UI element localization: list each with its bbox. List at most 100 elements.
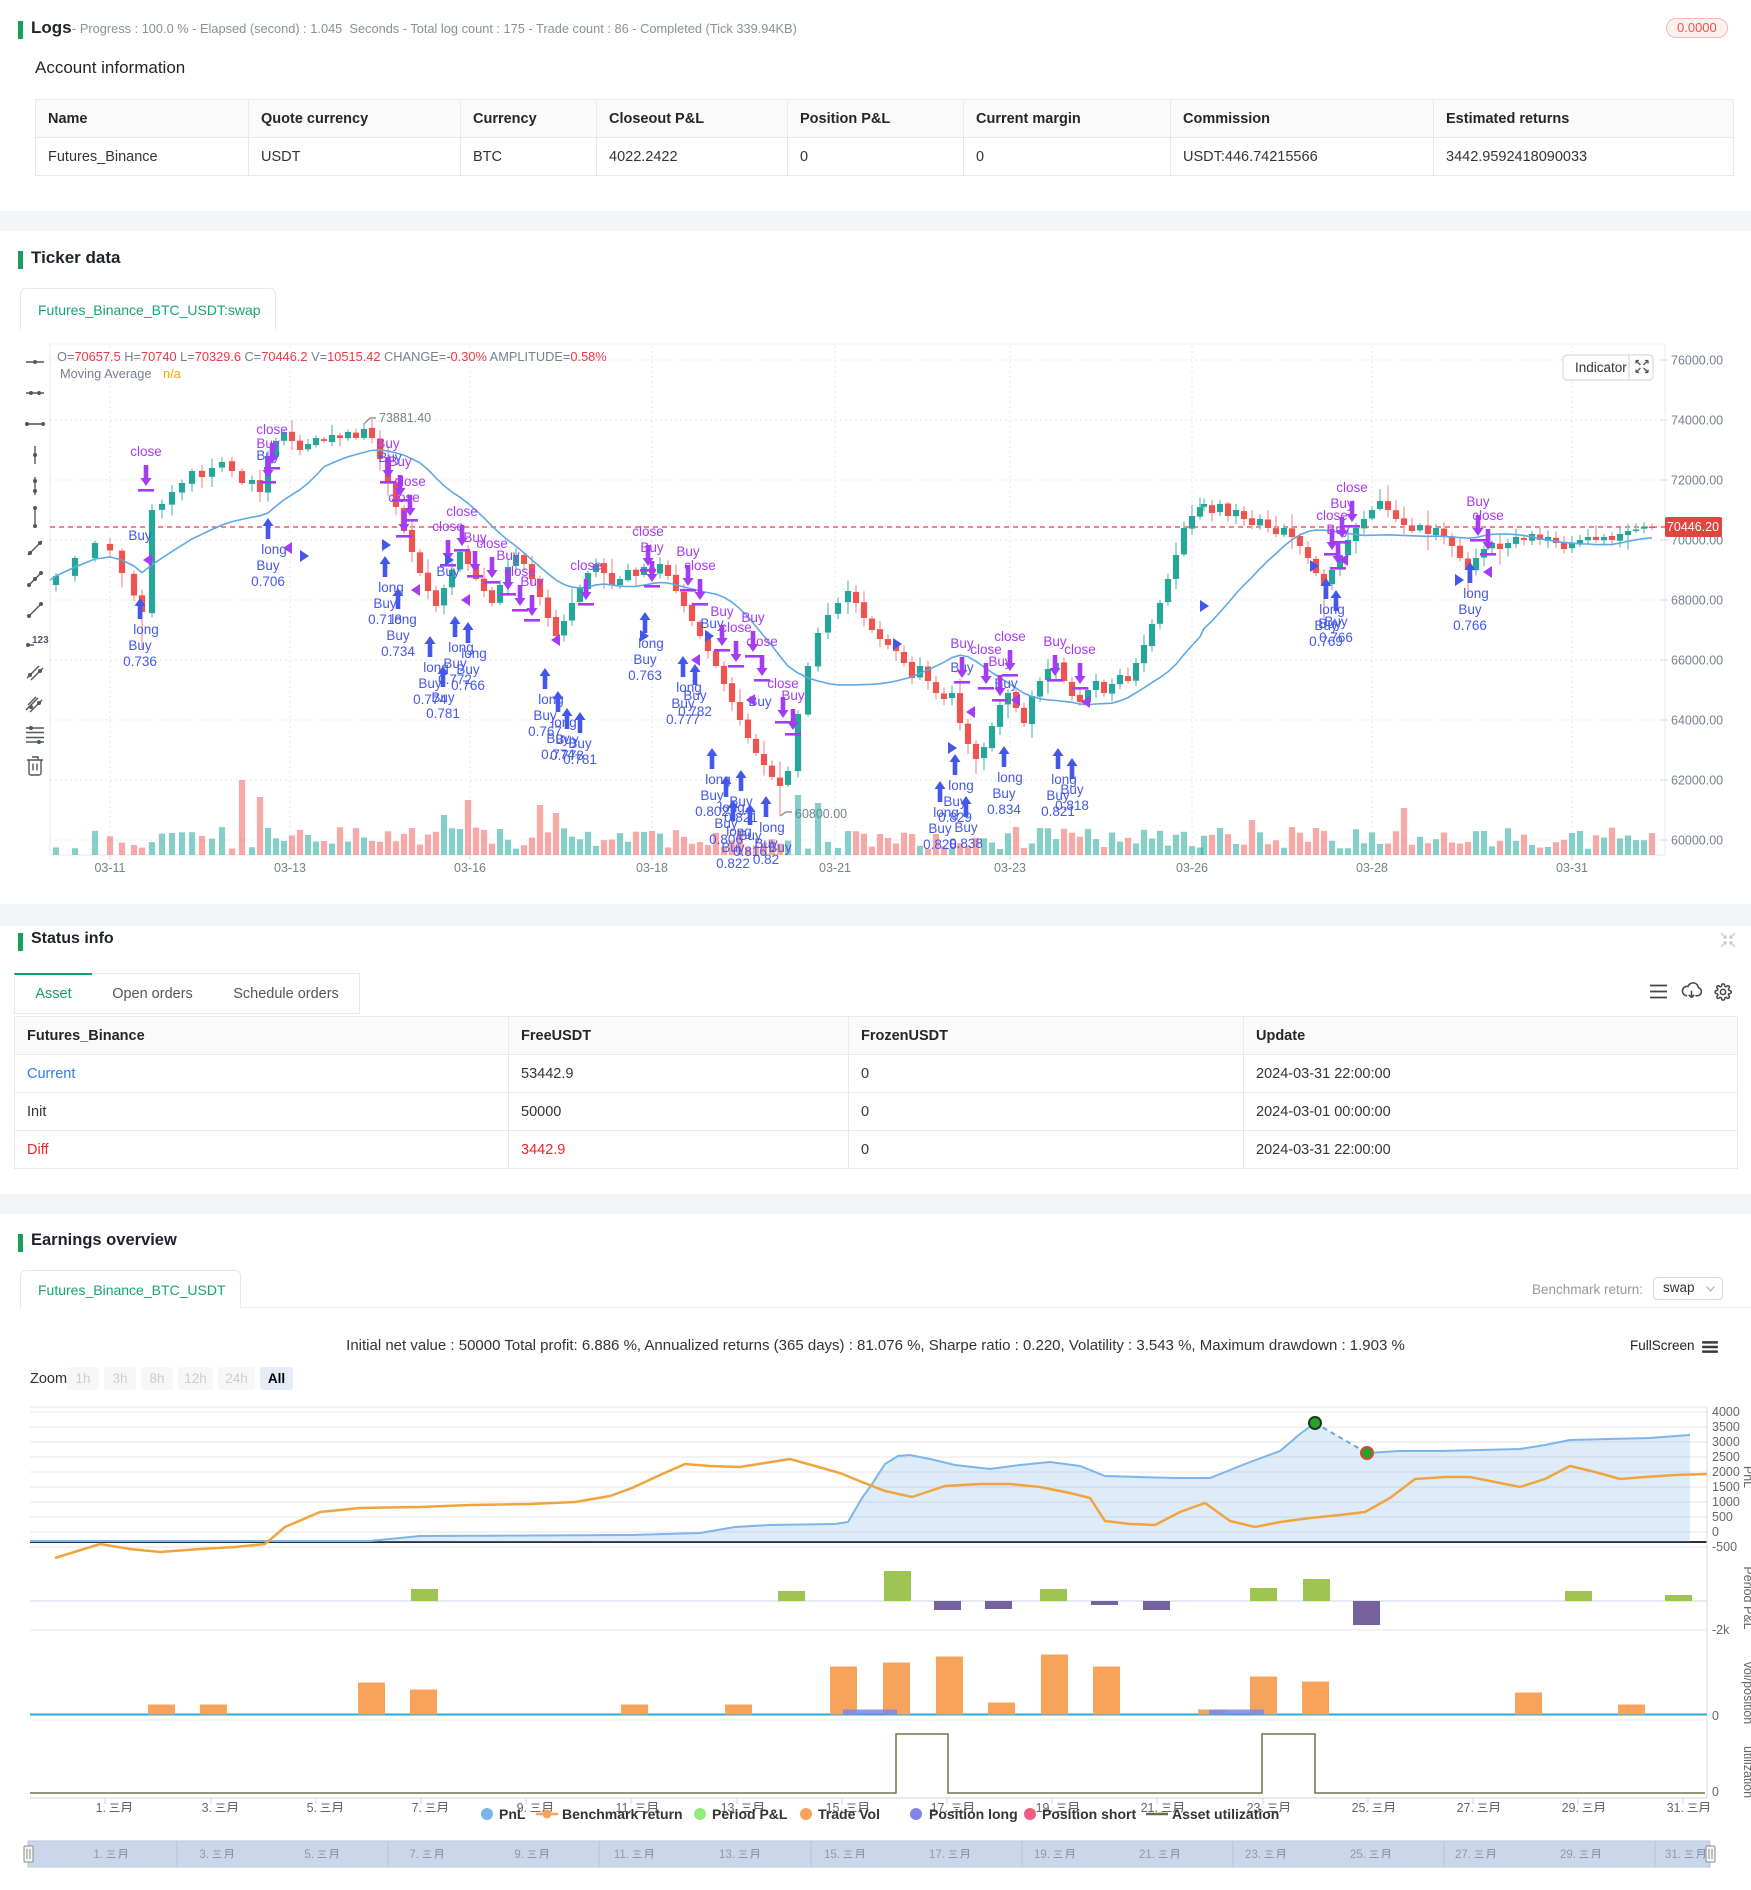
svg-text:Buy: Buy: [1324, 614, 1348, 629]
svg-text:29.: 29.: [1562, 1801, 1579, 1815]
svg-text:25.: 25.: [1352, 1801, 1369, 1815]
svg-text:19.: 19.: [1036, 1801, 1053, 1815]
svg-text:Position long: Position long: [929, 1806, 1018, 1822]
svg-text:0.763: 0.763: [628, 668, 662, 683]
svg-text:Buy: Buy: [671, 696, 695, 711]
svg-text:66000.00: 66000.00: [1671, 654, 1723, 668]
svg-text:Benchmark return: Benchmark return: [562, 1806, 683, 1822]
svg-text:0.766: 0.766: [1453, 618, 1487, 633]
svg-text:03-31: 03-31: [1556, 861, 1588, 875]
svg-text:Buy: Buy: [710, 604, 734, 619]
svg-text:03-18: 03-18: [636, 861, 668, 875]
svg-text:Buy: Buy: [943, 794, 967, 809]
svg-text:close: close: [1336, 480, 1368, 495]
svg-text:Buy: Buy: [1046, 788, 1070, 803]
svg-text:Period P&L: Period P&L: [712, 1806, 788, 1822]
svg-text:Period P&L: Period P&L: [1741, 1566, 1751, 1629]
svg-text:close: close: [476, 536, 508, 551]
svg-text:close: close: [767, 676, 799, 691]
svg-text:0: 0: [1712, 1709, 1719, 1723]
svg-text:0.766: 0.766: [1319, 630, 1353, 645]
svg-text:Buy: Buy: [373, 596, 397, 611]
svg-text:29.: 29.: [1560, 1849, 1576, 1861]
svg-text:Indicator: Indicator: [1575, 360, 1627, 375]
svg-text:0.777: 0.777: [666, 712, 700, 727]
svg-text:Buy: Buy: [520, 574, 544, 589]
svg-text:21.: 21.: [1141, 1801, 1158, 1815]
svg-text:Buy: Buy: [700, 616, 724, 631]
svg-text:0.778: 0.778: [550, 748, 584, 763]
svg-text:Buy: Buy: [555, 732, 579, 747]
svg-text:Buy: Buy: [1060, 782, 1084, 797]
svg-text:Buy: Buy: [463, 530, 487, 545]
svg-text:0.829: 0.829: [938, 810, 972, 825]
svg-text:utilization: utilization: [1741, 1746, 1751, 1798]
svg-text:03-28: 03-28: [1356, 861, 1388, 875]
svg-text:0.774: 0.774: [413, 692, 447, 707]
svg-text:long: long: [1463, 586, 1489, 601]
svg-text:68000.00: 68000.00: [1671, 594, 1723, 608]
svg-text:62000.00: 62000.00: [1671, 774, 1723, 788]
svg-text:1.: 1.: [93, 1849, 103, 1861]
svg-text:0.734: 0.734: [381, 644, 415, 659]
svg-text:close: close: [256, 422, 288, 437]
svg-text:03-11: 03-11: [94, 861, 125, 875]
svg-text:0.718: 0.718: [368, 612, 402, 627]
svg-text:close: close: [432, 519, 464, 534]
svg-text:5.: 5.: [307, 1801, 317, 1815]
svg-text:0.821: 0.821: [1041, 804, 1075, 819]
svg-text:Buy: Buy: [1326, 522, 1350, 537]
svg-text:7.: 7.: [412, 1801, 422, 1815]
svg-text:0.822: 0.822: [716, 856, 750, 871]
svg-text:O=70657.5 H=70740 L=70329.6 C=: O=70657.5 H=70740 L=70329.6 C=70446.2 V=…: [57, 349, 607, 364]
svg-text:close: close: [130, 444, 162, 459]
svg-text:76000.00: 76000.00: [1671, 354, 1723, 368]
svg-text:Buy: Buy: [738, 828, 762, 843]
svg-text:3.: 3.: [199, 1849, 209, 1861]
svg-text:close: close: [720, 620, 752, 635]
svg-text:close: close: [570, 558, 602, 573]
svg-text:Buy: Buy: [683, 688, 707, 703]
svg-text:123: 123: [32, 635, 49, 646]
svg-text:Buy: Buy: [436, 564, 460, 579]
svg-text:74000.00: 74000.00: [1671, 414, 1723, 428]
svg-text:close: close: [1064, 642, 1096, 657]
svg-text:2000: 2000: [1712, 1465, 1740, 1479]
svg-text:Buy: Buy: [456, 662, 480, 677]
svg-text:0.774: 0.774: [541, 747, 575, 762]
svg-text:Buy: Buy: [443, 656, 467, 671]
svg-text:close: close: [1316, 508, 1348, 523]
svg-text:03-21: 03-21: [819, 861, 851, 875]
svg-text:long: long: [461, 646, 487, 661]
svg-text:13.: 13.: [721, 1801, 738, 1815]
svg-text:0.781: 0.781: [563, 752, 597, 767]
svg-text:n/a: n/a: [163, 366, 182, 381]
svg-text:Buy: Buy: [1330, 496, 1354, 511]
svg-text:long: long: [759, 820, 785, 835]
svg-text:0.802: 0.802: [695, 804, 729, 819]
svg-text:31.: 31.: [1667, 1801, 1684, 1815]
svg-text:2500: 2500: [1712, 1450, 1740, 1464]
svg-text:Buy: Buy: [418, 676, 442, 691]
svg-text:9.: 9.: [517, 1801, 527, 1815]
svg-text:-2k: -2k: [1712, 1623, 1730, 1637]
svg-text:03-16: 03-16: [454, 861, 486, 875]
svg-text:Buy: Buy: [1458, 602, 1482, 617]
svg-text:long: long: [551, 715, 577, 730]
svg-text:27.: 27.: [1455, 1849, 1471, 1861]
svg-text:long: long: [261, 542, 287, 557]
svg-text:0.781: 0.781: [426, 706, 460, 721]
svg-text:long: long: [391, 612, 417, 627]
svg-text:close: close: [632, 524, 664, 539]
svg-text:close: close: [504, 564, 536, 579]
svg-text:Buy: Buy: [376, 436, 400, 451]
svg-text:11.: 11.: [614, 1849, 629, 1861]
svg-text:Buy: Buy: [1466, 494, 1490, 509]
svg-text:Buy: Buy: [988, 654, 1012, 669]
svg-text:close: close: [994, 629, 1026, 644]
svg-text:0.838: 0.838: [949, 836, 983, 851]
svg-text:0.706: 0.706: [251, 574, 285, 589]
svg-text:23.: 23.: [1245, 1849, 1261, 1861]
svg-text:-500: -500: [1712, 1540, 1737, 1554]
svg-text:long: long: [948, 778, 974, 793]
